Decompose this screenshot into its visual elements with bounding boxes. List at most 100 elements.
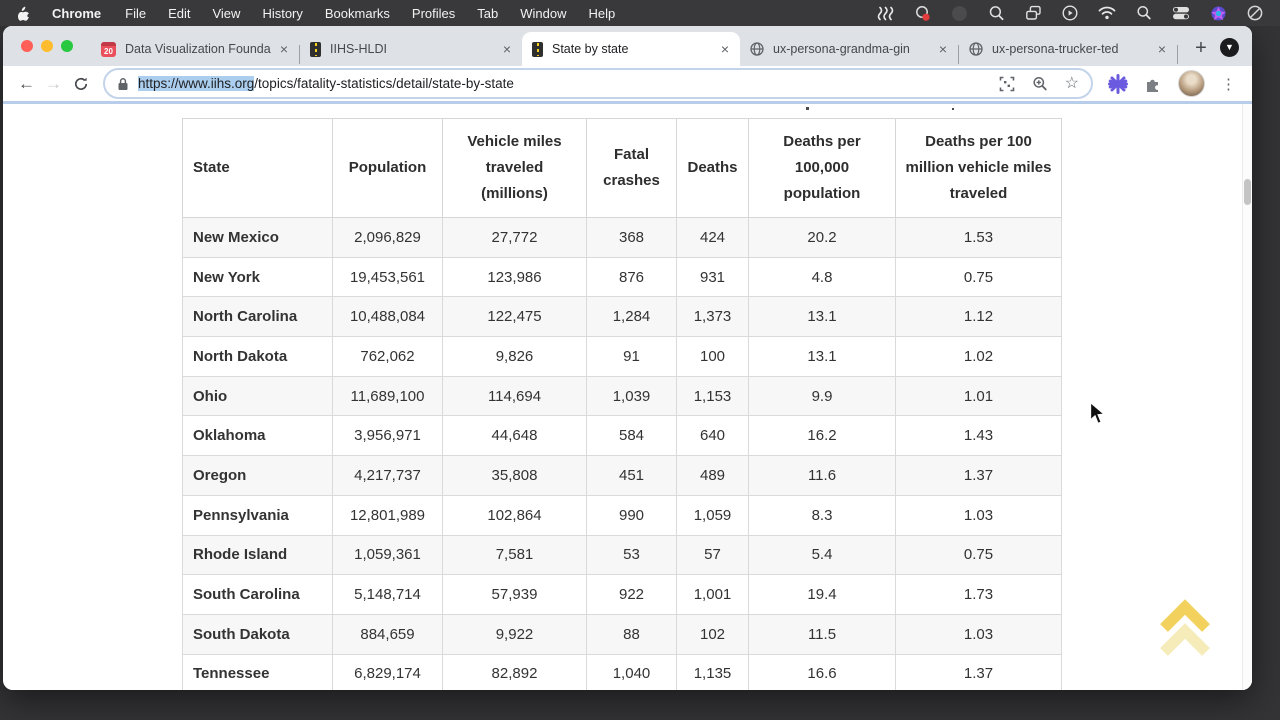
menu-window[interactable]: Window	[520, 5, 567, 21]
menu-file[interactable]: File	[125, 5, 147, 21]
value-cell: 91	[586, 336, 677, 377]
value-cell: 44,648	[442, 415, 587, 457]
state-cell: Tennessee	[182, 653, 333, 690]
value-cell: 8.3	[748, 494, 896, 536]
value-cell: 100	[676, 336, 749, 377]
header-fatal-crashes: Fatal crashes	[586, 118, 677, 218]
do-not-disturb-icon[interactable]	[1246, 4, 1264, 22]
starburst-extension-icon[interactable]	[1108, 73, 1128, 94]
value-cell: 1.03	[895, 494, 1062, 536]
value-cell: 19,453,561	[332, 256, 443, 298]
value-cell: 1,039	[586, 375, 677, 417]
zoom-icon[interactable]	[1032, 76, 1048, 92]
value-cell: 3,956,971	[332, 415, 443, 457]
value-cell: 1.73	[895, 574, 1062, 615]
bookmark-star-icon[interactable]: ☆	[1064, 74, 1079, 92]
value-cell: 57,939	[442, 574, 587, 615]
table-row: Tennessee 6,829,174 82,892 1,040 1,135 16.6 1.…	[182, 653, 1062, 690]
menu-bookmarks[interactable]: Bookmarks	[324, 5, 390, 21]
value-cell: 5,148,714	[332, 574, 443, 615]
value-cell: 1.37	[895, 653, 1062, 690]
profile-avatar[interactable]	[1178, 70, 1205, 97]
table-row: Oregon 4,217,737 35,808 451 489 11.6 1.37	[182, 455, 1062, 496]
extensions-puzzle-icon[interactable]	[1144, 75, 1162, 93]
dimmed-app-icon[interactable]	[950, 4, 968, 22]
close-tab-icon[interactable]: ×	[1157, 41, 1166, 57]
address-bar[interactable]: https://www.iihs.org/topics/fatality-sta…	[103, 68, 1093, 99]
tab-title: ux-persona-grandma-gin	[773, 42, 910, 56]
menu-view[interactable]: View	[212, 5, 241, 21]
state-cell: Oklahoma	[182, 415, 333, 457]
new-tab-button[interactable]: +	[1195, 36, 1207, 59]
minimize-window-button[interactable]	[41, 40, 53, 52]
tab-strip: 20 Data Visualization Founda × IIHS-HLDI…	[3, 26, 1252, 66]
value-cell: 990	[586, 494, 677, 536]
magnifier-lens-icon[interactable]	[987, 4, 1005, 22]
tab-ux-persona-trucker[interactable]: ux-persona-trucker-ted ×	[959, 32, 1177, 66]
colorful-app-icon[interactable]	[1209, 4, 1227, 22]
back-to-top-button[interactable]	[1155, 594, 1215, 669]
apple-menu[interactable]	[0, 6, 39, 21]
tab-state-by-state[interactable]: State by state ×	[522, 32, 740, 66]
value-cell: 2,096,829	[332, 217, 443, 258]
value-cell: 9,826	[442, 336, 587, 377]
value-cell: 12,801,989	[332, 494, 443, 536]
screenshot-region-icon[interactable]	[999, 76, 1015, 92]
value-cell: 1,135	[676, 653, 749, 690]
value-cell: 368	[586, 217, 677, 258]
value-cell: 1,284	[586, 296, 677, 338]
menu-help[interactable]: Help	[588, 5, 616, 21]
state-cell: Oregon	[182, 455, 333, 496]
value-cell: 16.6	[748, 653, 896, 690]
value-cell: 1,001	[676, 574, 749, 615]
control-toggles-icon[interactable]	[1172, 4, 1190, 22]
tab-data-visualization[interactable]: 20 Data Visualization Founda ×	[91, 32, 299, 66]
back-button[interactable]: ←	[18, 73, 35, 93]
macos-menubar: Chrome File Edit View History Bookmarks …	[0, 0, 1280, 26]
close-tab-icon[interactable]: ×	[720, 41, 729, 57]
menu-tab[interactable]: Tab	[477, 5, 499, 21]
table-row: North Carolina 10,488,084 122,475 1,284 1,37…	[182, 296, 1062, 338]
menu-edit[interactable]: Edit	[168, 5, 191, 21]
tab-search-dropdown[interactable]: ▼	[1220, 38, 1239, 57]
header-vmt: Vehicle miles traveled (millions)	[442, 118, 587, 218]
close-tab-icon[interactable]: ×	[279, 41, 288, 57]
zoom-window-button[interactable]	[61, 40, 73, 52]
waves-icon[interactable]	[876, 4, 894, 22]
window-stack-icon[interactable]	[1024, 4, 1042, 22]
tab-iihs-hldi[interactable]: IIHS-HLDI ×	[300, 32, 522, 66]
value-cell: 0.75	[895, 256, 1062, 298]
table-row: South Carolina 5,148,714 57,939 922 1,001 19.…	[182, 574, 1062, 615]
header-population: Population	[332, 118, 443, 218]
value-cell: 9,922	[442, 613, 587, 655]
spotlight-search-icon[interactable]	[1135, 4, 1153, 22]
state-cell: South Carolina	[182, 574, 333, 615]
screen-mirroring-icon[interactable]	[913, 4, 931, 22]
tab-title: IIHS-HLDI	[330, 42, 387, 56]
value-cell: 4.8	[748, 256, 896, 298]
menubar-app-name[interactable]: Chrome	[52, 5, 102, 21]
close-window-button[interactable]	[21, 40, 33, 52]
url-text: https://www.iihs.org/topics/fatality-sta…	[138, 76, 514, 91]
browser-menu-icon[interactable]: ⋮	[1221, 75, 1236, 93]
value-cell: 13.1	[748, 296, 896, 338]
scrollbar-thumb[interactable]	[1244, 179, 1251, 205]
wifi-icon[interactable]	[1098, 4, 1116, 22]
scrollbar-track[interactable]	[1242, 104, 1252, 690]
road-favicon	[310, 41, 321, 57]
tab-ux-persona-grandma[interactable]: ux-persona-grandma-gin ×	[740, 32, 958, 66]
page-content: State Population Vehicle miles traveled …	[3, 104, 1252, 690]
forward-button[interactable]: →	[45, 73, 62, 93]
calendar-favicon: 20	[101, 41, 116, 57]
close-tab-icon[interactable]: ×	[938, 41, 947, 57]
tab-title: ux-persona-trucker-ted	[992, 42, 1119, 56]
table-row: New York 19,453,561 123,986 876 931 4.8 0.75	[182, 256, 1062, 298]
close-tab-icon[interactable]: ×	[502, 41, 511, 57]
menu-history[interactable]: History	[262, 5, 303, 21]
fatality-statistics-table: State Population Vehicle miles traveled …	[182, 118, 1062, 690]
state-cell: Pennsylvania	[182, 494, 333, 536]
play-circle-icon[interactable]	[1061, 4, 1079, 22]
menu-profiles[interactable]: Profiles	[411, 5, 456, 21]
reload-button[interactable]	[67, 76, 94, 92]
value-cell: 1,153	[676, 375, 749, 417]
